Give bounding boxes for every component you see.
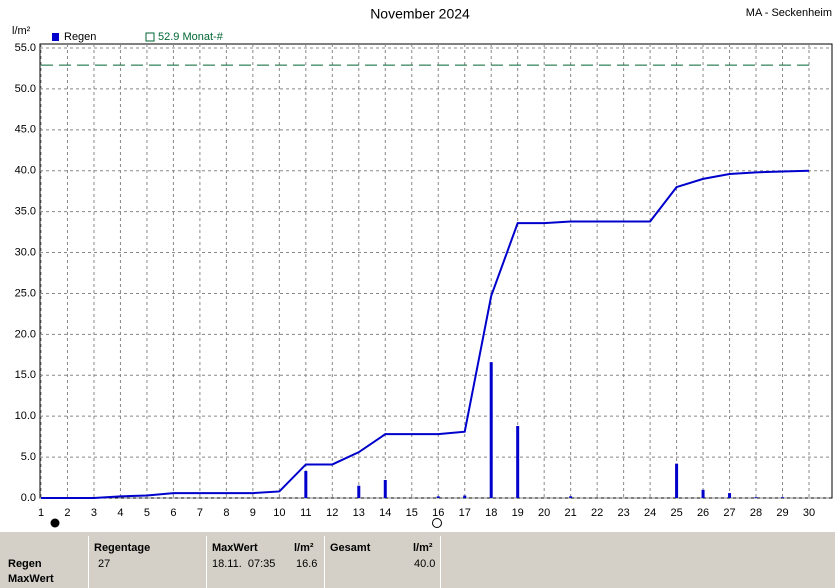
- moon-full: [50, 518, 60, 528]
- x-tick-label: 15: [406, 507, 418, 519]
- x-tick-label: 11: [300, 507, 311, 519]
- x-tick-label: 17: [459, 507, 471, 519]
- bar: [754, 497, 758, 498]
- x-tick-label: 1: [38, 507, 44, 519]
- header: Regentage: [94, 542, 151, 554]
- row-label: MaxWert: [8, 573, 54, 585]
- x-tick-label: 16: [432, 507, 444, 519]
- bar: [357, 485, 361, 498]
- cell: 18.11. 07:35: [212, 558, 276, 570]
- plot-frame: [39, 43, 833, 499]
- separator: [440, 536, 441, 588]
- cell: 16.6: [296, 558, 318, 570]
- y-axis-label: l/m²: [12, 25, 31, 37]
- x-tick-label: 12: [326, 507, 338, 519]
- station: MA - Seckenheim: [746, 7, 832, 19]
- x-tick-label: 22: [591, 507, 603, 519]
- legend-swatch: [145, 32, 155, 42]
- bar: [436, 496, 440, 498]
- legend-swatch: [52, 33, 59, 41]
- bar: [781, 497, 785, 498]
- x-tick-label: 4: [117, 507, 123, 519]
- y-tick-label: 50.0: [15, 83, 36, 95]
- legend-entry: Regen: [64, 31, 96, 43]
- x-tick-label: 18: [485, 507, 497, 519]
- y-tick-label: 10.0: [15, 410, 36, 422]
- chart-title: November 2024: [370, 6, 470, 22]
- x-tick-label: 29: [776, 507, 788, 519]
- y-tick-label: 35.0: [15, 206, 36, 218]
- separator: [206, 536, 207, 588]
- y-tick-label: 15.0: [15, 369, 36, 381]
- y-tick-label: 20.0: [15, 328, 36, 340]
- x-tick-label: 8: [223, 507, 229, 519]
- x-tick-label: 23: [617, 507, 629, 519]
- x-tick-label: 7: [197, 507, 203, 519]
- y-tick-label: 0.0: [21, 492, 36, 504]
- y-tick-label: 5.0: [21, 451, 36, 463]
- bar: [463, 495, 467, 498]
- x-tick-label: 28: [750, 507, 762, 519]
- row-label: Regen: [8, 558, 42, 570]
- summary-panel: Regen MaxWert Regentage MaxWert l/m² Ges…: [0, 532, 835, 588]
- header: Gesamt: [330, 542, 371, 554]
- header: l/m²: [413, 542, 433, 554]
- chart: November 2024 MA - Seckenheim l/m² Regen…: [12, 6, 833, 528]
- x-tick-label: 13: [353, 507, 365, 519]
- x-tick-label: 26: [697, 507, 709, 519]
- bar: [701, 489, 705, 498]
- bar: [675, 463, 679, 498]
- x-tick-label: 19: [512, 507, 524, 519]
- x-tick-label: 24: [644, 507, 656, 519]
- moon-new: [432, 518, 442, 528]
- cumulative-line: [41, 169, 810, 499]
- x-tick-label: 6: [170, 507, 176, 519]
- y-tick-label: 25.0: [15, 287, 36, 299]
- header: l/m²: [294, 542, 314, 554]
- cell: 27: [98, 558, 111, 570]
- y-tick-label: 30.0: [15, 246, 36, 258]
- x-tick-label: 27: [723, 507, 735, 519]
- y-tick-label: 55.0: [15, 42, 36, 54]
- x-tick-label: 14: [379, 507, 391, 519]
- x-tick-label: 2: [64, 507, 70, 519]
- x-tick-label: 20: [538, 507, 550, 519]
- x-tick-label: 3: [91, 507, 97, 519]
- x-tick-label: 5: [144, 507, 150, 519]
- separator: [88, 536, 89, 588]
- x-tick-label: 21: [565, 507, 577, 519]
- y-tick-label: 40.0: [15, 165, 36, 177]
- bar: [383, 480, 387, 498]
- x-tick-label: 25: [670, 507, 682, 519]
- bar: [304, 471, 308, 498]
- x-tick-label: 30: [803, 507, 815, 519]
- bar: [489, 362, 493, 498]
- x-tick-label: 10: [273, 507, 285, 519]
- legend-entry: 52.9 Monat-#: [158, 31, 224, 43]
- bar: [728, 493, 732, 498]
- separator: [324, 536, 325, 588]
- bar: [569, 496, 573, 498]
- header: MaxWert: [212, 542, 258, 554]
- y-tick-label: 45.0: [15, 124, 36, 136]
- cell: 40.0: [414, 558, 436, 570]
- x-tick-label: 9: [250, 507, 256, 519]
- bar: [516, 426, 520, 498]
